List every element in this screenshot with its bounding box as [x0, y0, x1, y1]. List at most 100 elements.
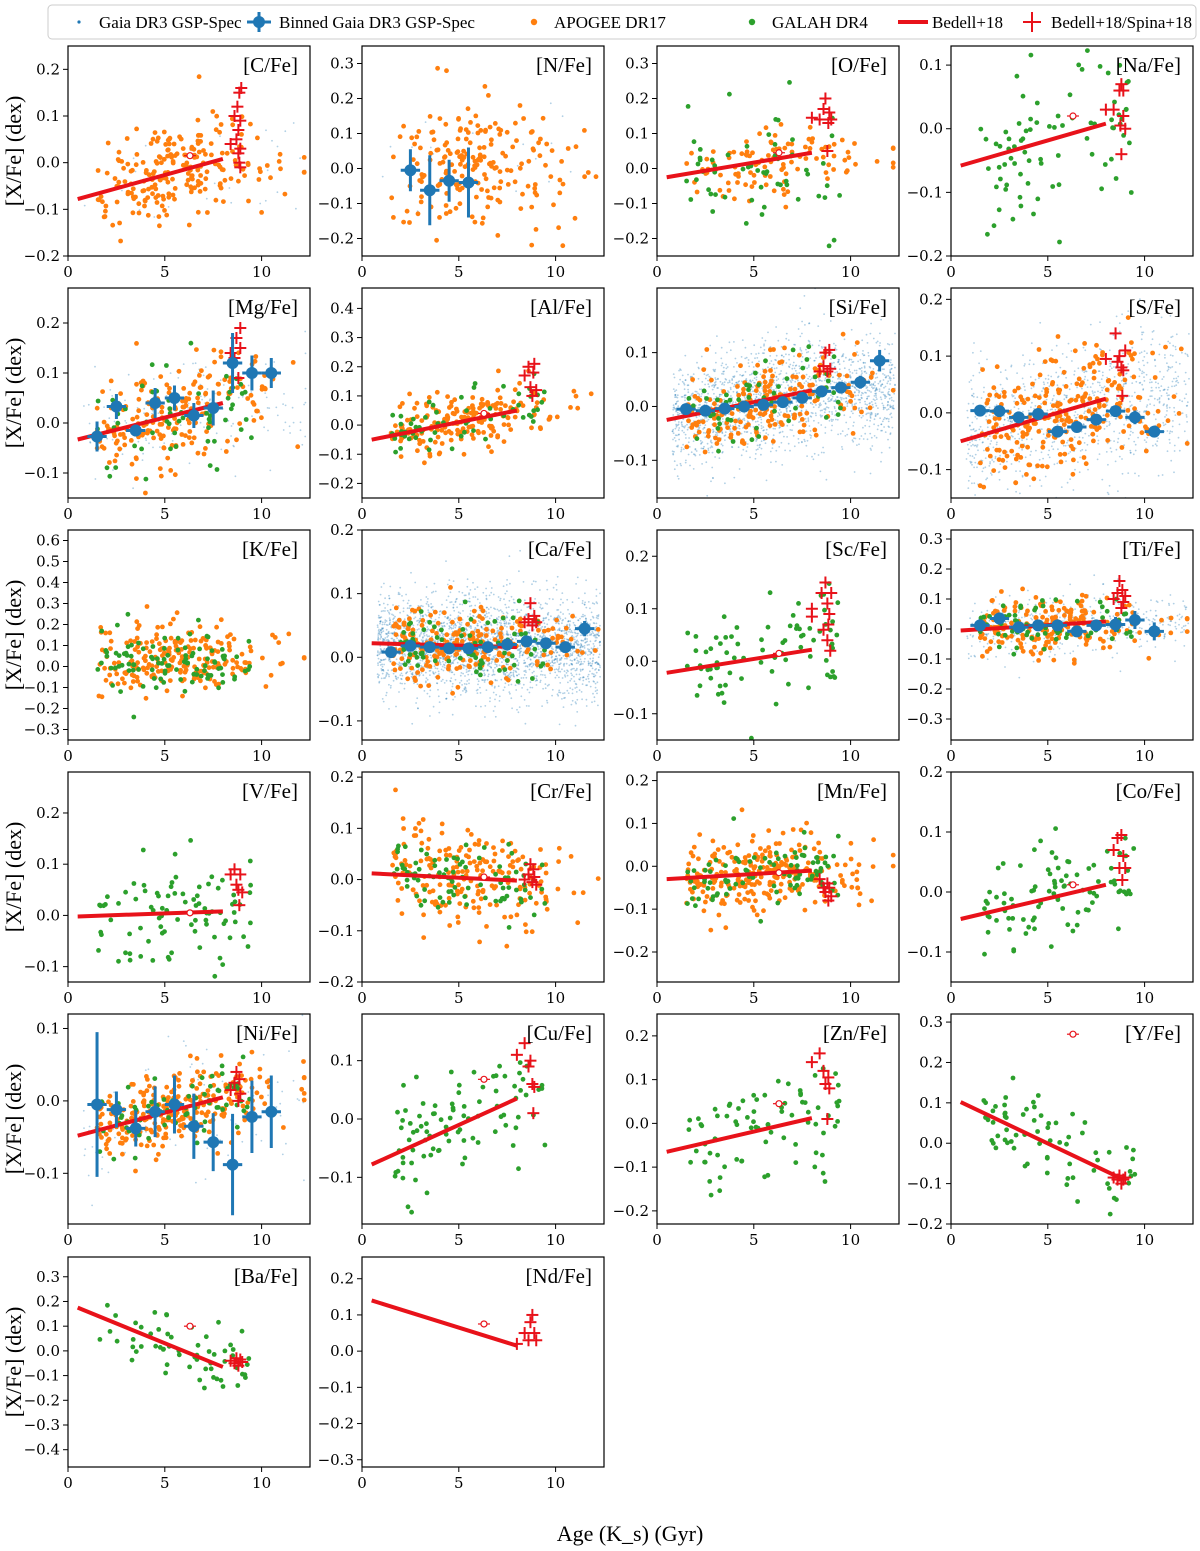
- apogee-point: [513, 120, 518, 126]
- apogee-point: [110, 222, 116, 228]
- gsp-point: [692, 373, 695, 375]
- apogee-point: [996, 416, 1002, 421]
- legend-marker: [253, 16, 265, 28]
- gsp-point: [677, 433, 680, 436]
- gsp-point: [880, 451, 883, 454]
- galah-point: [459, 394, 464, 400]
- gsp-point: [710, 439, 712, 442]
- gsp-point: [733, 341, 735, 343]
- galah-point: [95, 398, 101, 404]
- gsp-point: [1157, 437, 1159, 440]
- gsp-point: [276, 145, 279, 148]
- apogee-point: [209, 152, 214, 158]
- galah-point: [725, 152, 731, 158]
- gsp-point: [831, 380, 834, 383]
- galah-point: [143, 476, 149, 482]
- apogee-point: [434, 147, 440, 153]
- apogee-point: [189, 440, 195, 446]
- galah-point: [406, 436, 412, 442]
- gsp-point: [799, 335, 802, 338]
- gsp-point: [833, 407, 836, 410]
- gsp-point: [1065, 376, 1067, 379]
- gsp-point: [714, 384, 716, 387]
- apogee-point: [194, 347, 199, 352]
- gsp-point: [1083, 371, 1086, 374]
- x-tick-label: 0: [946, 263, 956, 281]
- gsp-point: [1048, 385, 1051, 388]
- gsp-point: [987, 438, 989, 440]
- gsp-point: [1154, 443, 1157, 446]
- gsp-point: [972, 395, 975, 398]
- apogee-point: [207, 373, 213, 379]
- apogee-point: [262, 385, 268, 391]
- gsp-point: [1099, 348, 1101, 350]
- apogee-point: [426, 395, 432, 400]
- gsp-point: [967, 402, 970, 405]
- gsp-point: [267, 429, 269, 432]
- gsp-point: [820, 354, 822, 357]
- gsp-point: [865, 407, 868, 409]
- gsp-point: [884, 348, 886, 351]
- apogee-point: [813, 432, 819, 438]
- apogee-point: [1061, 369, 1067, 375]
- gsp-point: [739, 411, 741, 414]
- gsp-point: [989, 443, 992, 445]
- gsp-point: [1030, 406, 1032, 409]
- apogee-point: [762, 388, 768, 394]
- gsp-point: [869, 414, 872, 416]
- gsp-point: [752, 386, 754, 388]
- gsp-point: [785, 372, 788, 375]
- gsp-point: [87, 403, 90, 406]
- gsp-point: [821, 414, 824, 417]
- galah-point: [716, 416, 721, 421]
- gsp-point: [972, 402, 975, 405]
- apogee-point: [842, 157, 848, 163]
- apogee-point: [204, 429, 210, 434]
- gsp-point: [1006, 416, 1009, 419]
- gsp-point: [789, 380, 792, 382]
- apogee-point: [180, 146, 186, 152]
- gsp-point: [1065, 356, 1068, 358]
- gsp-point: [974, 453, 977, 456]
- galah-point: [113, 465, 119, 470]
- apogee-point: [218, 122, 224, 127]
- gsp-point: [978, 438, 981, 441]
- gsp-point: [1016, 372, 1018, 374]
- apogee-point: [248, 392, 254, 398]
- gsp-point: [1146, 436, 1149, 439]
- gsp-point: [1087, 468, 1089, 471]
- apogee-point: [1078, 382, 1084, 388]
- gsp-point: [759, 416, 762, 419]
- apogee-point: [255, 135, 260, 141]
- apogee-point: [1020, 430, 1026, 435]
- gsp-point: [882, 418, 885, 421]
- gsp-point: [782, 355, 785, 358]
- apogee-point: [166, 191, 172, 197]
- apogee-point: [529, 425, 534, 431]
- gsp-point: [807, 420, 810, 423]
- gsp-point: [1082, 423, 1085, 426]
- gsp-point: [1073, 414, 1076, 417]
- gsp-point: [853, 398, 856, 401]
- gsp-point: [698, 426, 701, 429]
- gsp-point: [732, 375, 734, 378]
- panel-sife: 0 5 10−0.10.00.1[Si/Fe]: [613, 287, 900, 523]
- y-tick-label: −0.1: [318, 195, 354, 213]
- gsp-point: [828, 397, 830, 399]
- gsp-point: [791, 367, 794, 370]
- galah-point: [1022, 149, 1028, 155]
- gsp-point: [516, 164, 519, 167]
- gsp-point: [755, 440, 757, 442]
- galah-point: [390, 412, 396, 418]
- apogee-point: [987, 392, 993, 398]
- apogee-point: [1036, 395, 1042, 400]
- gsp-point: [832, 376, 835, 378]
- apogee-point: [116, 179, 122, 185]
- gsp-point: [1142, 389, 1144, 391]
- apogee-point: [485, 400, 490, 405]
- gsp-point: [984, 405, 987, 408]
- gsp-point: [736, 390, 738, 393]
- gsp-point: [801, 332, 803, 335]
- apogee-point: [517, 165, 523, 171]
- gsp-point: [742, 448, 745, 451]
